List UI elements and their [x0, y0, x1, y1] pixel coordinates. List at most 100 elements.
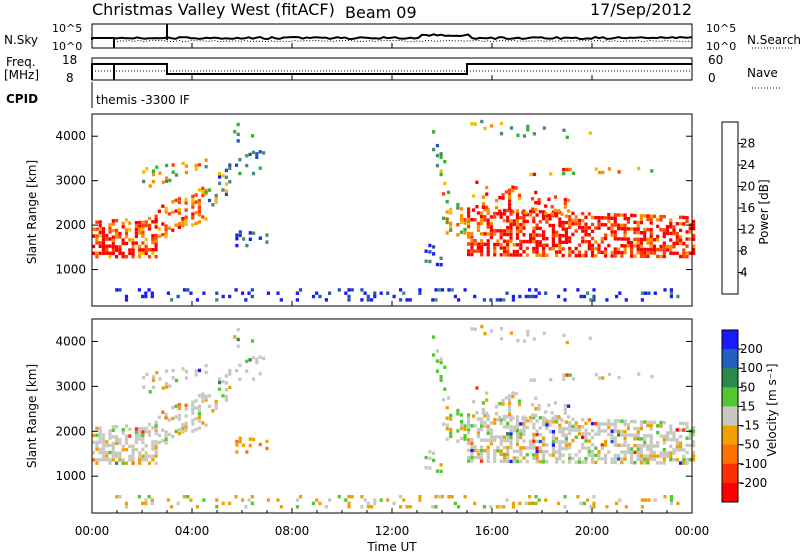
power-cell-4	[92, 227, 96, 231]
power-cell-167	[184, 215, 188, 219]
power-cell-529	[555, 214, 559, 218]
power-cell-625	[600, 223, 604, 227]
velocity-cell-20	[101, 458, 106, 462]
power-cell-958	[311, 294, 316, 299]
power-cell-793	[675, 235, 679, 239]
velocity-cell-168	[184, 414, 188, 418]
power-cell-416	[509, 236, 513, 240]
velocity-cell-953	[276, 498, 280, 502]
velocity-cell-395	[502, 456, 507, 460]
velocity-cell-377	[493, 449, 497, 453]
velocity-cell-746	[652, 454, 657, 458]
power-cell-758	[659, 244, 663, 249]
velocity-cell-79	[131, 458, 135, 462]
velocity-cell-135	[154, 420, 158, 425]
power-cell-981	[399, 288, 403, 292]
velocity-cell-18	[98, 429, 102, 434]
velocity-cell-453	[522, 429, 526, 433]
velocity-cell-801	[679, 428, 683, 432]
velocity-cell-589	[584, 456, 588, 461]
power-cell-712	[639, 241, 643, 245]
power-cell-1018	[576, 288, 580, 292]
power-cell-2	[92, 244, 96, 249]
velocity-cell-991	[440, 495, 445, 499]
power-cell-799	[679, 235, 683, 239]
power-cell-901	[499, 131, 504, 136]
velocity-cell-48	[111, 425, 115, 429]
power-cell-767	[662, 234, 666, 239]
velocity-cell-845	[504, 396, 508, 400]
velocity-cell-16	[98, 437, 102, 441]
velocity-cell-611	[594, 453, 598, 457]
power-cell-25	[101, 234, 106, 238]
velocity-cell-661	[617, 419, 621, 423]
velocity-cell-36	[108, 443, 112, 448]
velocity-cell-711	[639, 450, 643, 455]
velocity-cell-519	[551, 436, 555, 441]
velocity-cell-150	[171, 434, 175, 439]
power-cell-155	[174, 198, 178, 202]
velocity-cell-303	[459, 420, 464, 424]
velocity-cell-865	[537, 407, 541, 411]
velocity-cell-300	[459, 436, 464, 441]
power-cell-937	[182, 288, 187, 292]
velocity-cell-263	[238, 436, 242, 440]
power-cell-117	[151, 251, 155, 255]
velocity-cell-302	[459, 423, 464, 427]
power-cell-89	[134, 221, 138, 225]
power-cell-867	[544, 211, 548, 216]
power-cell-450	[522, 239, 526, 244]
power-cell-697	[633, 220, 637, 224]
velocity-cell-426	[512, 449, 516, 453]
power-cell-655	[613, 213, 617, 217]
power-cell-845	[504, 190, 508, 194]
velocity-cell-378	[493, 438, 497, 443]
power-cell-688	[630, 244, 634, 248]
velocity-cell-702	[636, 447, 640, 451]
power-cell-463	[529, 240, 533, 244]
power-cell-746	[652, 248, 657, 252]
velocity-cell-169	[184, 407, 188, 411]
power-cell-617	[597, 243, 601, 248]
power-cell-254	[233, 130, 237, 134]
power-cell-336	[476, 246, 480, 250]
power-cell-641	[610, 233, 614, 237]
power-cell-300	[459, 230, 464, 234]
power-cell-949	[247, 291, 251, 295]
velocity-cell-682	[626, 433, 630, 437]
velocity-ytick-label-2: 3000	[55, 379, 86, 393]
velocity-cell-811	[685, 450, 689, 455]
velocity-cell-987	[431, 505, 435, 509]
power-cell-976	[373, 291, 377, 295]
power-cell-811	[685, 244, 689, 248]
velocity-cell-889	[594, 373, 598, 377]
velocity-cell-955	[295, 505, 299, 509]
power-cell-30	[105, 244, 109, 248]
velocity-cell-194	[204, 398, 208, 402]
velocity-cell-401	[502, 418, 507, 422]
power-cell-1004	[511, 298, 515, 302]
power-cell-479	[535, 250, 539, 254]
velocity-cell-74	[128, 454, 132, 459]
velocity-cell-877	[563, 407, 567, 411]
power-cell-573	[574, 218, 578, 223]
power-cell-459	[525, 246, 529, 251]
power-cell-182	[197, 220, 201, 224]
velocity-cell-802	[679, 421, 683, 426]
power-cell-443	[519, 243, 523, 247]
velocity-cell-548	[564, 447, 568, 451]
power-cell-468	[532, 250, 536, 254]
velocity-cell-937	[182, 495, 187, 499]
power-cell-753	[656, 234, 660, 239]
velocity-cell-5	[95, 461, 99, 465]
velocity-cell-897	[473, 327, 477, 331]
velocity-cell-440	[515, 415, 520, 419]
power-cell-113	[147, 248, 152, 252]
power-cell-288	[445, 217, 449, 221]
power-cell-679	[626, 244, 630, 248]
velocity-cell-242	[238, 377, 242, 381]
velocity-cell-798	[679, 444, 683, 449]
power-cell-708	[639, 254, 643, 258]
velocity-cell-415	[509, 446, 513, 450]
velocity-cell-872	[553, 414, 558, 419]
